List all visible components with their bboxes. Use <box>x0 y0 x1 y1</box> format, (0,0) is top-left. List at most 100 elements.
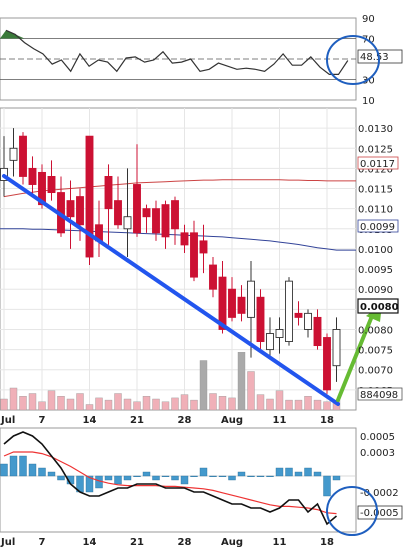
macd-histogram-bar <box>313 471 322 477</box>
date-axis-bottom: Jul 7 14 21 28 Aug 11 18 <box>0 537 334 548</box>
date-label: 7 <box>39 537 46 548</box>
volume-bar <box>142 396 151 411</box>
date-label: 28 <box>178 537 192 548</box>
macd-histogram-bar <box>142 471 151 477</box>
candle <box>275 317 284 354</box>
candle <box>161 200 170 249</box>
volume-bar <box>275 390 284 411</box>
macd-tick-label: -0.0002 <box>360 488 399 499</box>
volume-bar <box>209 393 217 411</box>
volume-bar <box>76 393 84 411</box>
candle <box>313 309 322 350</box>
volume-bar <box>38 401 46 411</box>
macd-histogram-bar <box>266 475 274 478</box>
volume-bar <box>171 397 179 411</box>
candle <box>180 224 189 253</box>
candle <box>247 261 255 358</box>
price-tick-label: 0.0095 <box>358 265 393 276</box>
rsi-value-tag: 48.53 <box>357 49 403 64</box>
candle <box>199 224 208 274</box>
price-tick-label: 0.0100 <box>358 245 393 256</box>
macd-line <box>3 431 338 526</box>
macd-histogram-bar <box>218 475 227 478</box>
price-tick-label: 0.0120 <box>358 164 393 175</box>
macd-histogram-bar <box>161 475 170 478</box>
svg-text:-0.0005: -0.0005 <box>360 508 399 519</box>
volume-bar <box>114 393 122 411</box>
macd-histogram-bar <box>104 475 113 481</box>
volume-bar <box>85 404 94 411</box>
macd-value-tag: -0.0005 <box>357 505 403 520</box>
candle <box>218 261 227 334</box>
macd-histogram-bar <box>152 475 160 481</box>
price-tick-label: 0.0130 <box>358 124 393 135</box>
candle <box>190 220 198 282</box>
macd-histogram-bar <box>9 455 18 477</box>
svg-text:884098: 884098 <box>360 390 398 401</box>
macd-histogram-bar <box>304 467 312 477</box>
date-label: 28 <box>178 415 192 426</box>
volume-bar <box>133 401 141 411</box>
date-label: 18 <box>320 415 334 426</box>
candle <box>171 196 179 245</box>
volume-bar <box>256 394 265 411</box>
rsi-panel: 9070503010 48.53 <box>0 14 403 107</box>
volume-bar <box>47 390 56 411</box>
price-tick-label: 0.0110 <box>358 205 393 216</box>
candle <box>323 333 331 394</box>
svg-text:0.0099: 0.0099 <box>360 222 395 233</box>
candle <box>142 204 151 233</box>
date-axis-top: Jul 7 14 21 28 Aug 11 18 <box>0 415 334 426</box>
volume-bar <box>104 399 113 411</box>
candle <box>19 132 27 185</box>
rsi-tick-label: 10 <box>362 96 375 107</box>
macd-histogram-bar <box>28 463 37 477</box>
macd-histogram-bar <box>323 475 331 497</box>
macd-histogram-bar <box>237 471 246 477</box>
volume-bar <box>247 371 255 411</box>
macd-histogram-bar <box>47 471 56 477</box>
date-label: 11 <box>273 537 287 548</box>
volume-bar <box>285 399 293 411</box>
price-tick-label: 0.0125 <box>358 144 393 155</box>
sma-short-tag: 0.0117 <box>357 156 399 170</box>
macd-histogram-bar <box>171 475 179 481</box>
volume-bar <box>323 401 331 411</box>
rsi-tick-label: 90 <box>362 14 375 25</box>
volume-bar <box>313 399 322 411</box>
svg-text:0.0117: 0.0117 <box>360 159 395 170</box>
macd-histogram-bar <box>123 475 132 481</box>
volume-tag: 884098 <box>357 387 403 401</box>
volume-bar <box>228 397 236 411</box>
date-label: 11 <box>273 415 287 426</box>
candle <box>237 285 246 322</box>
volume-bar <box>161 401 170 411</box>
date-label: Aug <box>221 537 243 548</box>
macd-histogram-bar <box>247 475 255 478</box>
volume-bar <box>28 393 37 411</box>
trendline <box>2 174 340 406</box>
candle <box>228 277 236 322</box>
candle <box>266 317 274 358</box>
candle <box>28 156 37 197</box>
volume-bar <box>95 397 103 411</box>
macd-histogram-bar <box>85 475 94 493</box>
volume-bar <box>152 398 160 411</box>
sma-long-tag: 0.0099 <box>357 219 399 233</box>
date-label: 21 <box>130 415 144 426</box>
rsi-last-value: 48.53 <box>360 52 389 63</box>
candle <box>85 135 94 266</box>
volume-bar <box>294 399 303 411</box>
volume-bar <box>237 352 246 411</box>
macd-tick-label: 0.0003 <box>360 448 395 459</box>
candle <box>152 200 160 241</box>
date-label: 7 <box>39 415 46 426</box>
date-label: 14 <box>83 537 97 548</box>
macd-histogram-bar <box>294 471 303 477</box>
candle <box>114 176 122 229</box>
macd-histogram-bar <box>180 475 189 485</box>
volume-bar <box>0 398 8 411</box>
volume-bar <box>199 360 208 411</box>
candle <box>285 277 293 346</box>
volume-bar <box>218 396 227 411</box>
